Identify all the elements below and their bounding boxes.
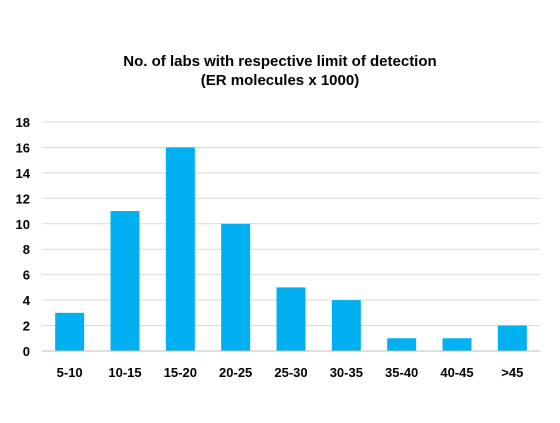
x-tick-label: 10-15 xyxy=(108,365,141,380)
y-tick-label: 14 xyxy=(16,166,31,181)
bar-35-40 xyxy=(387,338,417,351)
bar-20-25 xyxy=(221,223,251,351)
chart-subtitle: (ER molecules x 1000) xyxy=(200,72,360,89)
x-tick-label: 25-30 xyxy=(274,365,307,380)
y-tick-label: 0 xyxy=(23,344,30,359)
x-tick-label: 35-40 xyxy=(385,365,418,380)
x-tick-labels: 5-10 10-15 15-20 20-25 25-30 30-35 35-40 40-45 >… xyxy=(57,365,524,380)
y-tick-label: 4 xyxy=(23,293,31,308)
x-tick-label: 30-35 xyxy=(330,365,363,380)
x-tick-label: 40-45 xyxy=(440,365,473,380)
bar-15-20 xyxy=(165,147,195,351)
bar-30-35 xyxy=(331,300,361,351)
bar--45 xyxy=(497,325,527,351)
bar-40-45 xyxy=(442,338,472,351)
y-tick-label: 10 xyxy=(16,217,30,232)
x-tick-label: 15-20 xyxy=(164,365,197,380)
bar-5-10 xyxy=(55,312,85,351)
x-tick-label: 20-25 xyxy=(219,365,252,380)
y-tick-labels: 0 2 4 6 8 10 12 14 16 18 xyxy=(16,115,31,359)
x-tick-label: 5-10 xyxy=(57,365,83,380)
y-tick-label: 12 xyxy=(16,191,30,206)
y-tick-label: 2 xyxy=(23,319,30,334)
y-tick-label: 8 xyxy=(23,242,30,257)
bar-10-15 xyxy=(110,211,140,351)
chart-title: No. of labs with respective limit of det… xyxy=(123,53,437,70)
y-tick-label: 6 xyxy=(23,268,30,283)
y-tick-label: 16 xyxy=(16,140,30,155)
x-tick-label: >45 xyxy=(501,365,523,380)
bar-25-30 xyxy=(276,287,306,351)
y-tick-label: 18 xyxy=(16,115,30,130)
bars xyxy=(55,147,527,351)
